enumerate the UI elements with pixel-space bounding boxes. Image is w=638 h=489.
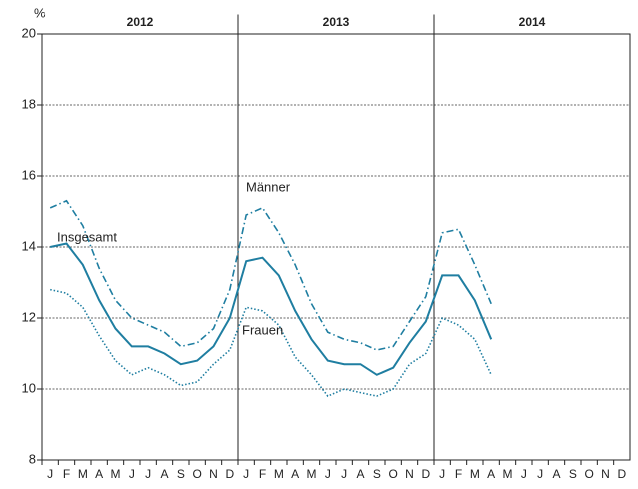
y-tick-label: 18 — [22, 96, 36, 111]
x-tick-label: A — [356, 467, 364, 481]
y-tick-label: 8 — [29, 451, 36, 466]
x-tick-label: A — [95, 467, 103, 481]
x-tick-label: M — [78, 467, 88, 481]
x-tick-label: M — [470, 467, 480, 481]
x-tick-label: M — [503, 467, 513, 481]
x-tick-label: M — [307, 467, 317, 481]
x-tick-label: A — [291, 467, 299, 481]
x-tick-label: O — [388, 467, 397, 481]
y-tick-label: 14 — [22, 238, 36, 253]
series-label: Männer — [246, 179, 291, 194]
y-axis-label: % — [34, 5, 46, 20]
year-label: 2012 — [127, 15, 154, 29]
series-label: Insgesamt — [57, 229, 117, 244]
x-tick-label: F — [259, 467, 266, 481]
y-tick-label: 10 — [22, 380, 36, 395]
line-series — [50, 288, 492, 398]
x-tick-label: M — [274, 467, 284, 481]
y-tick-label: 12 — [22, 309, 36, 324]
year-label: 2014 — [519, 15, 546, 29]
line-series — [49, 242, 493, 376]
x-tick-label: N — [405, 467, 414, 481]
x-tick-label: O — [584, 467, 593, 481]
x-tick-label: A — [552, 467, 560, 481]
x-tick-label: A — [160, 467, 168, 481]
x-tick-label: J — [521, 467, 527, 481]
x-tick-label: S — [373, 467, 381, 481]
x-tick-label: S — [177, 467, 185, 481]
line-series — [49, 199, 492, 351]
x-tick-label: J — [47, 467, 53, 481]
x-tick-label: N — [601, 467, 610, 481]
x-tick-label: N — [209, 467, 218, 481]
x-tick-label: F — [455, 467, 462, 481]
x-tick-label: J — [243, 467, 249, 481]
x-tick-label: J — [439, 467, 445, 481]
x-tick-label: J — [537, 467, 543, 481]
x-tick-label: D — [225, 467, 234, 481]
x-tick-label: D — [617, 467, 626, 481]
x-tick-label: D — [421, 467, 430, 481]
year-label: 2013 — [323, 15, 350, 29]
x-tick-label: J — [129, 467, 135, 481]
x-tick-label: J — [341, 467, 347, 481]
x-tick-label: J — [325, 467, 331, 481]
series-label: Frauen — [242, 322, 283, 337]
x-tick-label: F — [63, 467, 70, 481]
y-tick-label: 16 — [22, 167, 36, 182]
y-tick-label: 20 — [22, 25, 36, 40]
x-tick-label: O — [192, 467, 201, 481]
x-tick-label: S — [569, 467, 577, 481]
x-tick-label: A — [487, 467, 495, 481]
x-tick-label: M — [111, 467, 121, 481]
x-tick-label: J — [145, 467, 151, 481]
